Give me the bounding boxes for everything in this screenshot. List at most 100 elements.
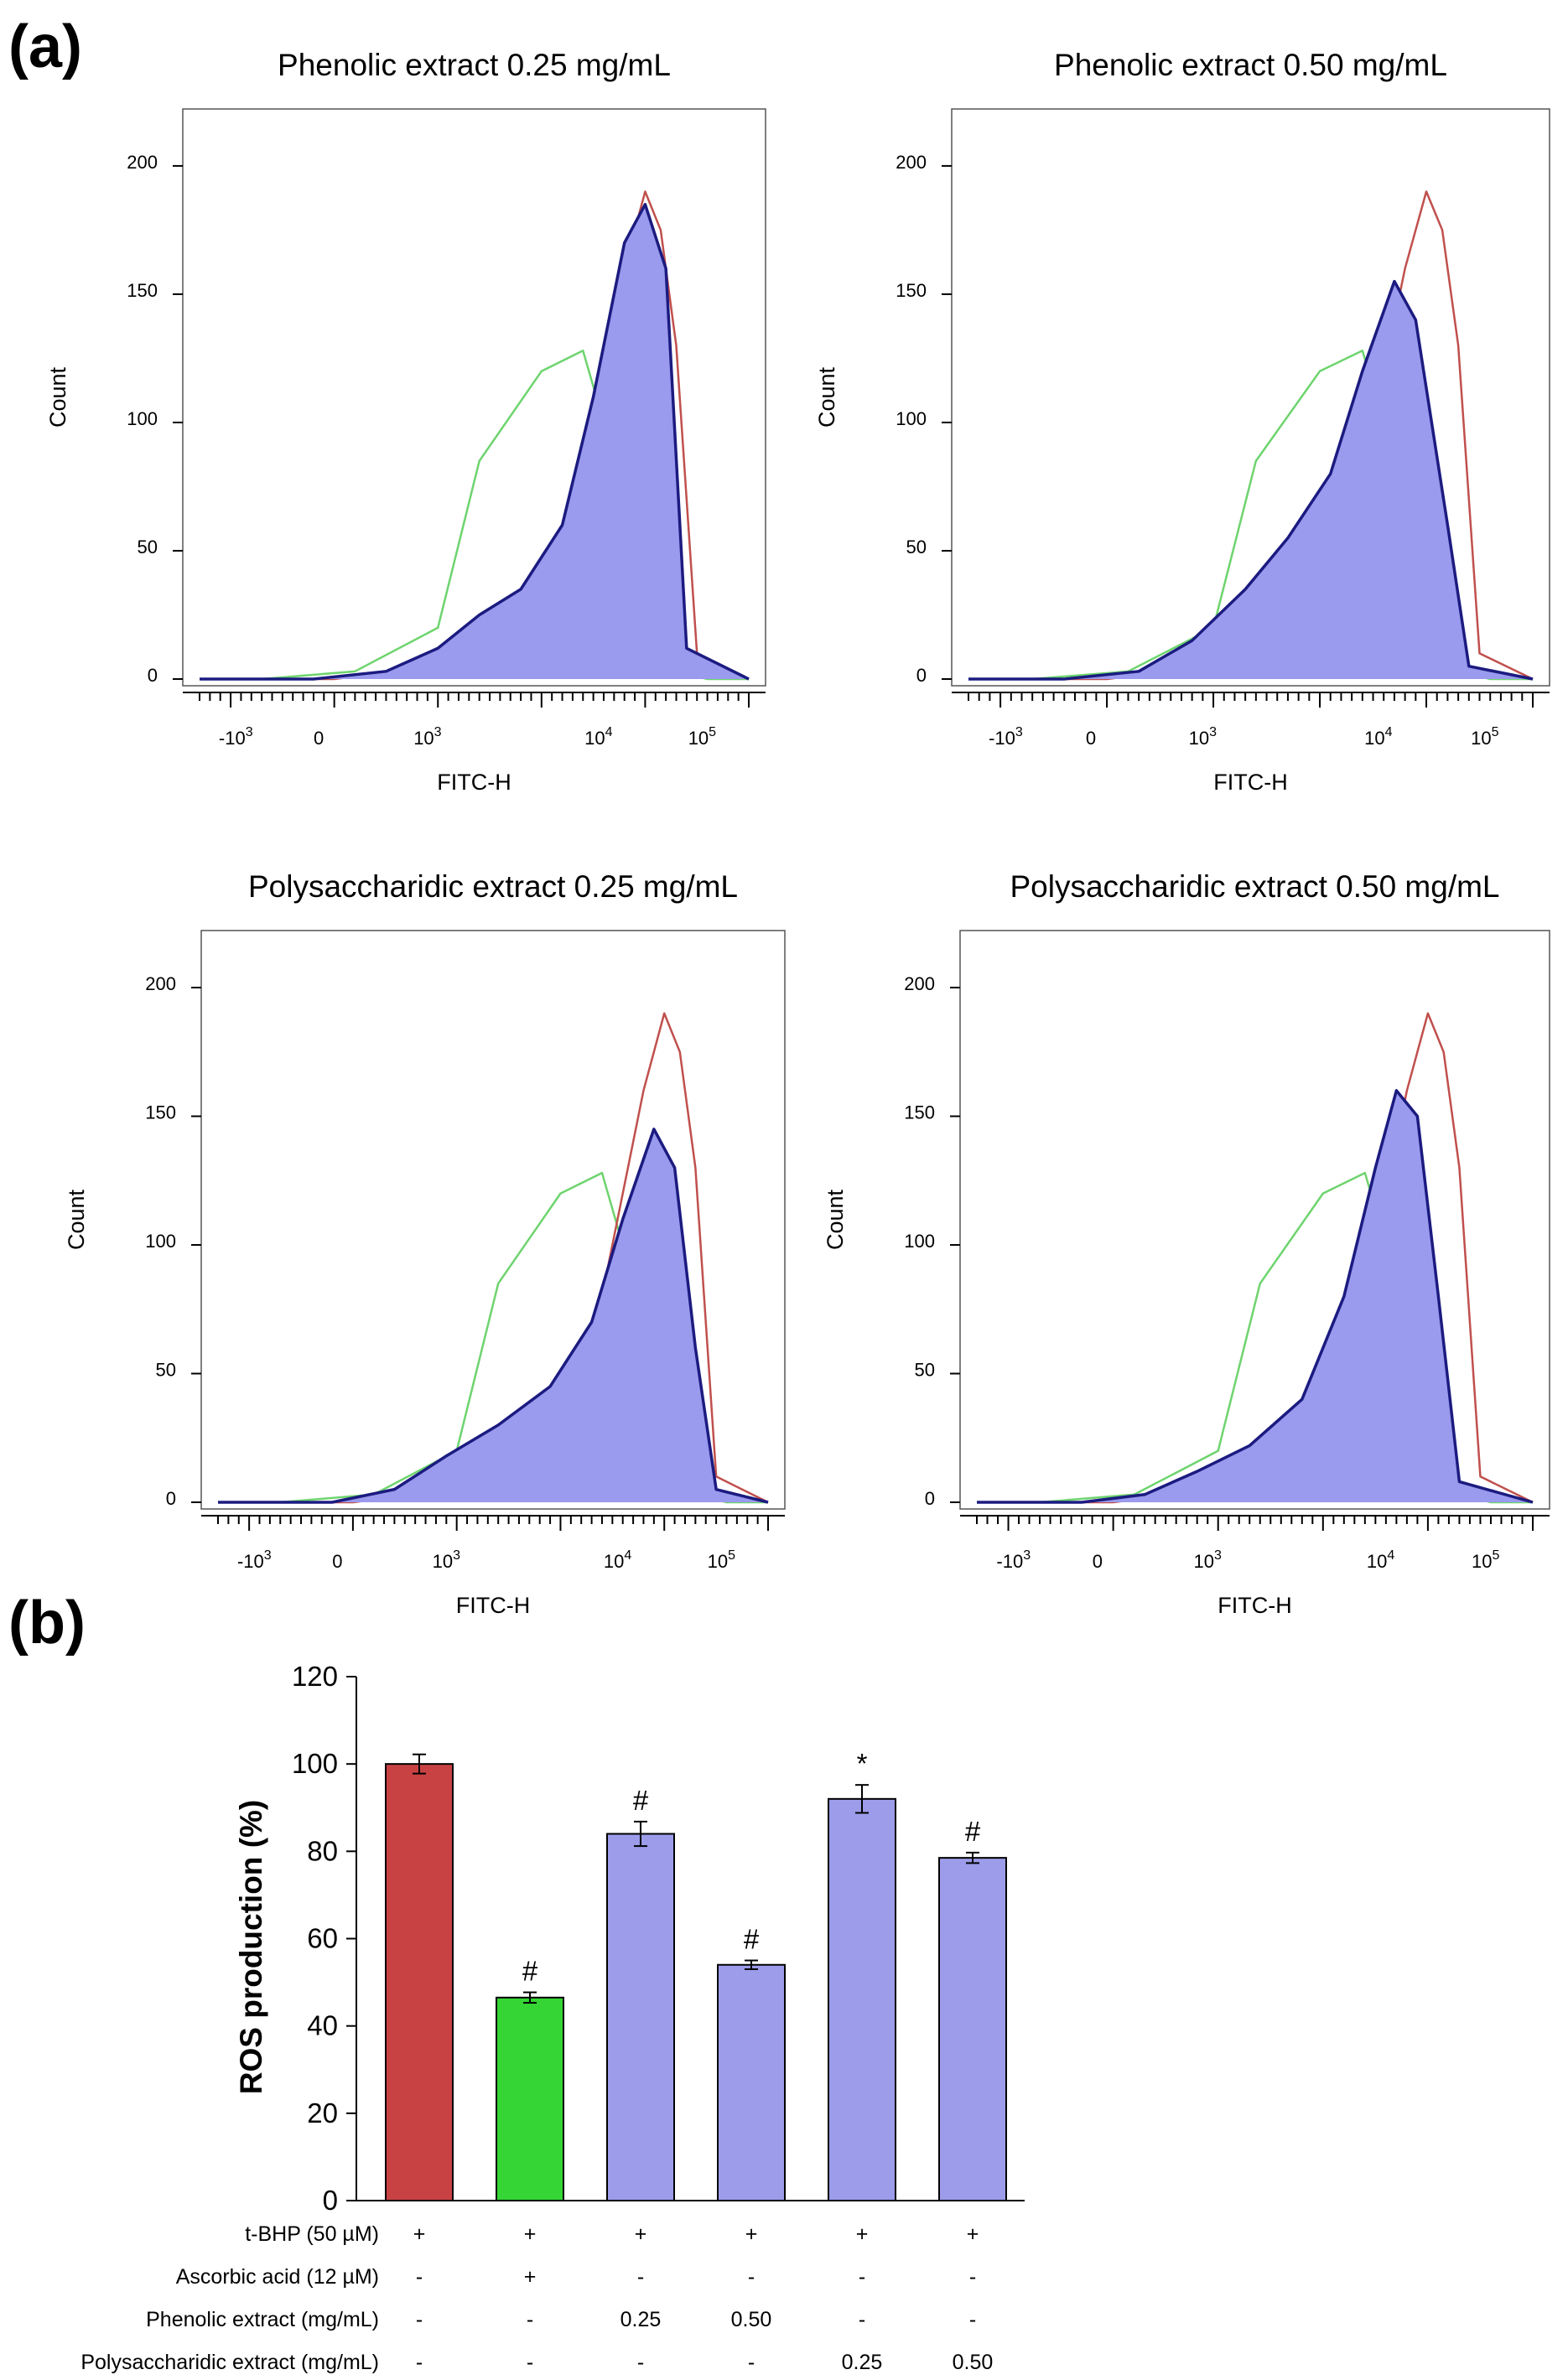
y-tick-label: 0 bbox=[166, 1488, 176, 1509]
histogram-fill-sample bbox=[200, 204, 749, 679]
x-tick-label: 104 bbox=[1367, 1548, 1394, 1572]
plot-frame bbox=[200, 930, 786, 1510]
treatment-cell: 0.50 bbox=[953, 2351, 994, 2374]
x-axis-label: FITC-H bbox=[456, 1593, 530, 1618]
histogram-fill-sample bbox=[977, 1090, 1533, 1502]
histogram-line-sample bbox=[200, 203, 750, 681]
x-tick-label: 0 bbox=[1086, 728, 1096, 749]
panel-label-b: (b) bbox=[8, 1589, 86, 1657]
histogram-line-sample bbox=[968, 279, 1534, 681]
plot-frame bbox=[951, 108, 1550, 687]
treatment-row-label: Polysaccharidic extract (mg/mL) bbox=[80, 2351, 379, 2374]
y-axis-label: ROS production (%) bbox=[234, 1800, 268, 2094]
treatment-cell: + bbox=[856, 2222, 869, 2246]
treatment-cell: - bbox=[859, 2308, 865, 2331]
x-tick-label: 0 bbox=[332, 1551, 342, 1572]
ros-bar-chart: 0 20 40 60 80 100 120 ROS production (%) # # # * # t-… bbox=[80, 1661, 1025, 2374]
histogram-panel-4: Polysaccharidic extract 0.50 mg/mL FITC-H… bbox=[823, 869, 1550, 1618]
histogram-title: Polysaccharidic extract 0.50 mg/mL bbox=[1010, 869, 1499, 904]
x-tick-label: 103 bbox=[1194, 1548, 1222, 1572]
bar bbox=[385, 1763, 454, 2202]
x-tick-label: 0 bbox=[314, 728, 324, 749]
treatment-cell: - bbox=[527, 2351, 533, 2374]
treatment-cell: 0.25 bbox=[842, 2351, 883, 2374]
histogram-panel-1: Phenolic extract 0.25 mg/mL FITC-H Count 0 5… bbox=[45, 48, 766, 795]
x-tick-label: 104 bbox=[604, 1548, 631, 1572]
y-tick-label: 150 bbox=[896, 280, 927, 301]
treatment-cell: - bbox=[527, 2308, 533, 2331]
treatment-cell: + bbox=[635, 2222, 647, 2246]
y-axis-label: Count bbox=[823, 1189, 848, 1250]
y-tick-label: 20 bbox=[307, 2097, 338, 2129]
x-tick-label: -103 bbox=[219, 725, 253, 749]
treatment-cell: - bbox=[416, 2351, 423, 2374]
bar bbox=[496, 1996, 564, 2201]
treatment-cell: - bbox=[748, 2265, 755, 2289]
y-tick-label: 0 bbox=[148, 665, 158, 686]
treatment-cell: 0.25 bbox=[620, 2308, 662, 2331]
treatment-cell: + bbox=[745, 2222, 758, 2246]
y-tick-label: 0 bbox=[925, 1488, 935, 1509]
treatment-cell: - bbox=[637, 2265, 644, 2289]
y-tick-label: 150 bbox=[127, 280, 158, 301]
y-tick-label: 50 bbox=[138, 537, 158, 557]
x-tick-label: 103 bbox=[413, 725, 441, 749]
x-axis-label: FITC-H bbox=[1213, 770, 1287, 795]
y-tick-label: 50 bbox=[906, 537, 927, 557]
histogram-line-sample bbox=[218, 1128, 769, 1504]
significance-marker: # bbox=[965, 1816, 981, 1847]
histogram-fill-sample bbox=[218, 1128, 768, 1502]
histogram-line-sample bbox=[977, 1089, 1534, 1504]
x-tick-label: 105 bbox=[1471, 725, 1498, 749]
histogram-panels: Phenolic extract 0.25 mg/mL FITC-H Count 0 5… bbox=[45, 48, 1550, 1618]
treatment-cell: - bbox=[969, 2265, 976, 2289]
plot-frame bbox=[182, 108, 766, 687]
y-tick-label: 200 bbox=[127, 152, 158, 173]
y-tick-label: 50 bbox=[156, 1360, 176, 1381]
x-tick-label: 105 bbox=[1472, 1548, 1499, 1572]
plot-frame bbox=[959, 930, 1550, 1510]
treatment-cell: - bbox=[748, 2351, 755, 2374]
y-tick-label: 60 bbox=[307, 1923, 338, 1954]
y-tick-label: 100 bbox=[127, 408, 158, 429]
x-tick-label: -103 bbox=[989, 725, 1023, 749]
significance-marker: # bbox=[744, 1924, 760, 1955]
y-tick-label: 100 bbox=[292, 1748, 338, 1779]
y-tick-label: 40 bbox=[307, 2010, 338, 2041]
treatment-row-label: t-BHP (50 µM) bbox=[245, 2222, 379, 2246]
panel-label-a: (a) bbox=[8, 13, 82, 80]
histogram-panel-3: Polysaccharidic extract 0.25 mg/mL FITC-H… bbox=[64, 869, 786, 1618]
y-tick-label: 100 bbox=[904, 1231, 935, 1252]
y-tick-label: 200 bbox=[904, 973, 935, 994]
x-tick-label: -103 bbox=[237, 1548, 272, 1572]
histogram-panel-2: Phenolic extract 0.50 mg/mL FITC-H Count 0 5… bbox=[814, 48, 1550, 795]
x-axis-label: FITC-H bbox=[437, 770, 511, 795]
bar bbox=[938, 1857, 1007, 2201]
histogram-title: Phenolic extract 0.25 mg/mL bbox=[278, 48, 671, 82]
y-tick-label: 0 bbox=[323, 2185, 338, 2216]
y-tick-label: 80 bbox=[307, 1835, 338, 1866]
treatment-row-label: Ascorbic acid (12 µM) bbox=[176, 2265, 379, 2289]
treatment-cell: - bbox=[637, 2351, 644, 2374]
x-tick-label: 105 bbox=[708, 1548, 735, 1572]
x-tick-label: 0 bbox=[1093, 1551, 1103, 1572]
significance-marker: # bbox=[633, 1785, 649, 1816]
y-tick-label: 0 bbox=[916, 665, 927, 686]
treatment-cell: 0.50 bbox=[731, 2308, 772, 2331]
histogram-fill-sample bbox=[968, 281, 1533, 679]
y-tick-label: 50 bbox=[915, 1360, 935, 1381]
bar bbox=[717, 1963, 786, 2201]
bar bbox=[606, 1833, 675, 2201]
y-tick-label: 120 bbox=[292, 1661, 338, 1692]
histogram-title: Phenolic extract 0.50 mg/mL bbox=[1054, 48, 1447, 82]
y-axis-label: Count bbox=[45, 366, 70, 428]
treatment-cell: + bbox=[524, 2265, 537, 2289]
x-tick-label: 103 bbox=[1189, 725, 1217, 749]
y-tick-label: 100 bbox=[896, 408, 927, 429]
bar bbox=[828, 1797, 896, 2201]
treatment-cell: - bbox=[969, 2308, 976, 2331]
y-tick-label: 150 bbox=[145, 1102, 176, 1123]
histogram-title: Polysaccharidic extract 0.25 mg/mL bbox=[248, 869, 738, 904]
treatment-cell: - bbox=[416, 2265, 423, 2289]
